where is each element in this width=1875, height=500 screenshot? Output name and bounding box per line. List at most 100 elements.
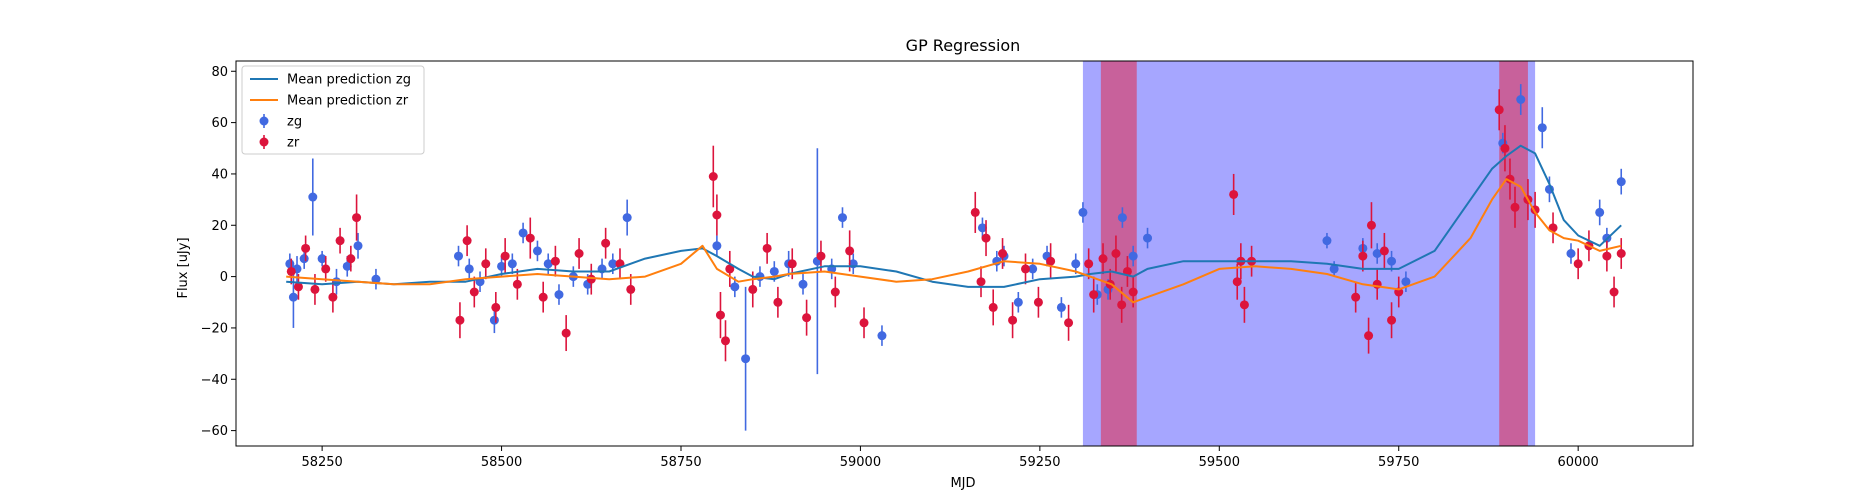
data-point-zg — [285, 259, 295, 269]
data-point-zg — [730, 282, 740, 292]
data-point-zg — [1566, 249, 1576, 258]
data-point-zg — [342, 261, 352, 271]
y-tick-label: −20 — [201, 321, 228, 336]
data-point-zg — [1516, 95, 1526, 104]
data-point-zr — [1089, 290, 1099, 300]
data-point-zr — [335, 236, 345, 246]
x-tick-label: 58250 — [301, 455, 342, 470]
data-point-zr — [1239, 300, 1249, 310]
legend-marker-swatch — [259, 137, 269, 147]
data-point-zg — [518, 228, 528, 238]
data-point-zg — [489, 315, 499, 325]
data-point-zr — [525, 233, 535, 243]
data-point-zr — [462, 236, 472, 246]
data-point-zr — [293, 282, 303, 292]
data-point-zr — [310, 284, 320, 294]
data-point-zr — [1117, 300, 1127, 310]
data-point-zr — [574, 249, 584, 258]
data-point-zg — [1128, 251, 1138, 261]
data-point-zr — [346, 254, 356, 264]
series-zr — [286, 89, 1626, 362]
legend: Mean prediction zg Mean prediction zr zg zr — [241, 65, 425, 155]
data-point-zr — [301, 243, 311, 253]
data-point-zr — [802, 313, 812, 323]
data-point-zr — [1232, 277, 1242, 287]
data-point-zr — [1616, 249, 1626, 258]
data-point-zr — [455, 315, 465, 325]
data-point-zg — [608, 259, 618, 269]
data-point-zr — [1602, 251, 1612, 261]
legend-entry-label: zg — [287, 115, 302, 130]
data-point-zr — [1387, 315, 1397, 325]
x-axis-label: MJD — [950, 476, 975, 491]
data-point-zg — [1143, 233, 1153, 243]
data-point-zg — [769, 266, 779, 276]
data-point-zr — [550, 256, 560, 266]
data-point-zg — [877, 331, 887, 341]
data-point-zr — [538, 292, 548, 302]
data-point-zg — [1372, 249, 1382, 258]
data-point-zr — [286, 266, 296, 276]
data-point-zg — [532, 246, 542, 256]
legend-entry-label: zr — [287, 136, 300, 151]
data-point-zr — [1033, 297, 1043, 307]
data-point-zr — [586, 274, 596, 284]
data-point-zr — [491, 302, 501, 312]
data-point-zr — [859, 318, 869, 328]
x-tick-label: 59750 — [1378, 455, 1419, 470]
legend-marker-swatch — [259, 116, 269, 126]
data-point-zg — [353, 241, 363, 251]
legend-box — [241, 65, 425, 155]
data-point-zr — [601, 238, 611, 248]
series-line-0 — [286, 144, 1622, 288]
data-point-zr — [512, 279, 522, 289]
data-point-zr — [1008, 315, 1018, 325]
plot-frame — [235, 60, 1694, 447]
data-point-zr — [1358, 251, 1368, 261]
data-point-zg — [1537, 123, 1547, 133]
data-point-zr — [976, 277, 986, 287]
data-point-zg — [1013, 297, 1023, 307]
data-point-zr — [720, 336, 730, 346]
data-point-zr — [1098, 254, 1108, 264]
x-tick-label: 59500 — [1199, 455, 1240, 470]
data-point-zg — [464, 264, 474, 274]
x-tick-label: 58750 — [660, 455, 701, 470]
data-point-zg — [1078, 207, 1088, 217]
data-point-zg — [1028, 264, 1038, 274]
data-point-zg — [554, 290, 564, 300]
y-tick-label: 80 — [211, 65, 228, 80]
data-point-zr — [1084, 259, 1094, 269]
data-point-zr — [715, 310, 725, 320]
data-point-zr — [352, 213, 362, 223]
data-point-zr — [816, 251, 826, 261]
legend-entry-label: Mean prediction zg — [287, 73, 411, 88]
data-point-zr — [1111, 249, 1121, 258]
data-point-zr — [988, 302, 998, 312]
data-point-zg — [837, 213, 847, 223]
data-point-zr — [1128, 287, 1138, 297]
data-point-zr — [1046, 256, 1056, 266]
x-tick-label: 58500 — [481, 455, 522, 470]
legend-entry-label: Mean prediction zr — [287, 94, 409, 109]
data-point-zr — [725, 264, 735, 274]
x-tick-label: 59000 — [840, 455, 881, 470]
data-point-zr — [998, 249, 1008, 258]
data-point-zr — [773, 297, 783, 307]
data-point-zg — [1595, 207, 1605, 217]
data-point-zr — [500, 251, 510, 261]
data-point-zr — [1351, 292, 1361, 302]
data-point-zr — [481, 259, 491, 269]
x-tick-label: 59250 — [1019, 455, 1060, 470]
data-point-zg — [1387, 256, 1397, 266]
data-point-zr — [1366, 220, 1376, 230]
data-point-zg — [712, 241, 722, 251]
data-point-zg — [1322, 236, 1332, 246]
y-tick-label: −60 — [201, 424, 228, 439]
plot-area: 58250 58500 58750 59000 59250 59500 59750 60000… — [201, 60, 1694, 470]
data-point-zg — [371, 274, 381, 284]
data-point-zg — [798, 279, 808, 289]
data-point-zr — [1364, 331, 1374, 341]
